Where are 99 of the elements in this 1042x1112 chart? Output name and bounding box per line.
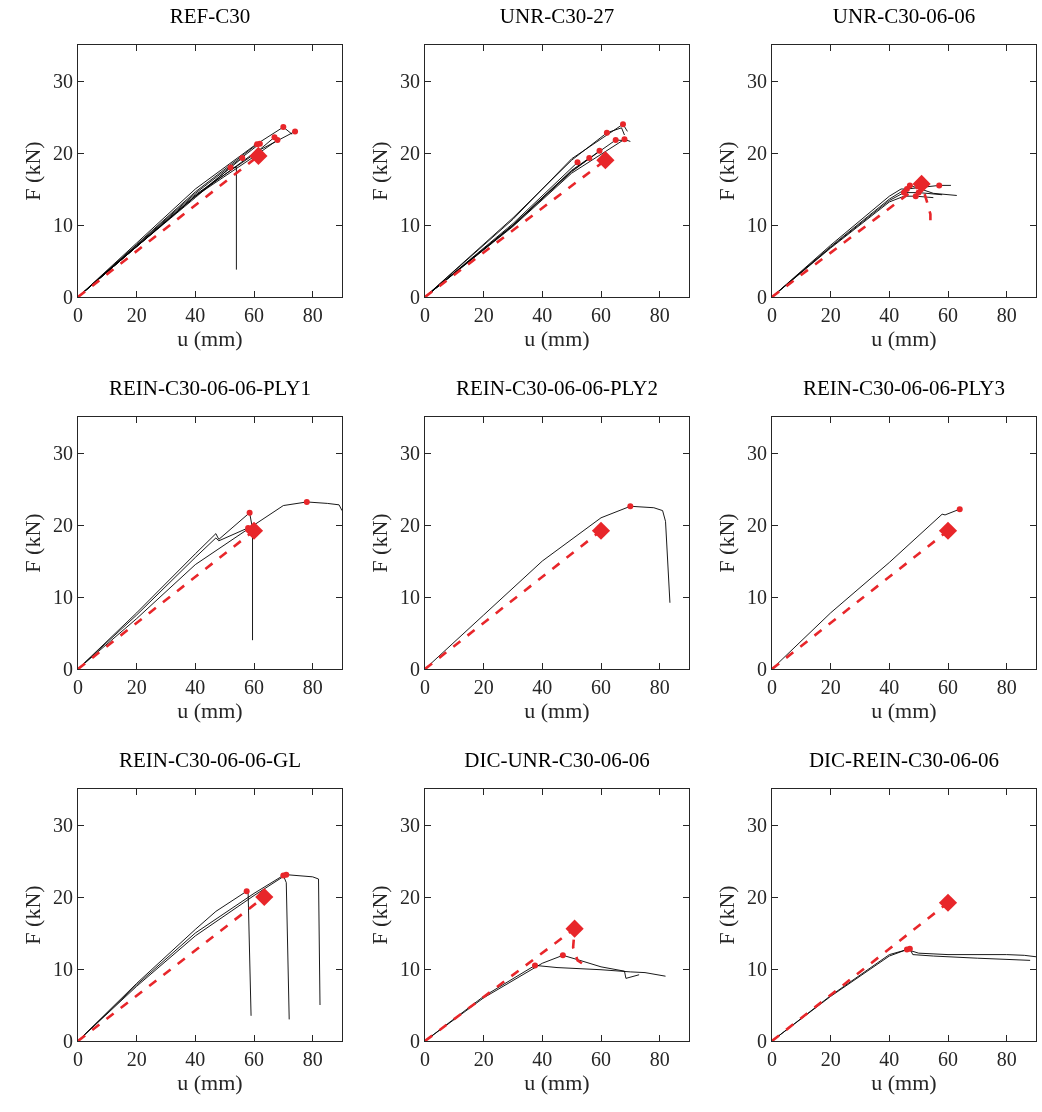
x-tick-label: 80 <box>649 676 670 698</box>
x-tick-label: 40 <box>879 304 900 326</box>
y-tick-label: 10 <box>400 214 420 236</box>
x-axis-title: u (mm) <box>524 1070 590 1095</box>
x-tick-label: 60 <box>938 676 958 698</box>
y-tick-label: 30 <box>747 814 767 836</box>
y-tick-label: 10 <box>53 214 73 236</box>
x-tick-label: 60 <box>244 304 264 326</box>
y-tick-label: 10 <box>747 214 767 236</box>
y-tick-label: 30 <box>400 70 420 92</box>
x-tick-label: 60 <box>938 304 958 326</box>
y-axis-title: F (kN) <box>713 885 739 945</box>
y-tick-label: 0 <box>757 1030 767 1052</box>
x-tick-label: 20 <box>473 1048 494 1070</box>
x-axis-title: u (mm) <box>871 698 937 723</box>
y-tick-label: 20 <box>400 514 420 536</box>
x-tick-label: 20 <box>126 304 147 326</box>
x-tick-label: 20 <box>126 676 147 698</box>
y-tick-label: 10 <box>53 958 73 980</box>
chart-title: REIN-C30-06-06-PLY3 <box>802 375 1006 400</box>
y-tick-label: 0 <box>63 286 73 308</box>
chart-title: DIC-REIN-C30-06-06 <box>808 747 1000 772</box>
y-tick-label: 30 <box>53 814 73 836</box>
y-tick-label: 30 <box>53 70 73 92</box>
x-tick-label: 80 <box>302 1048 323 1070</box>
y-axis-title: F (kN) <box>19 513 45 573</box>
y-tick-label: 20 <box>747 886 767 908</box>
x-tick-label: 40 <box>185 676 206 698</box>
x-tick-label: 40 <box>879 676 900 698</box>
x-tick-label: 80 <box>302 304 323 326</box>
x-tick-label: 40 <box>185 304 206 326</box>
y-tick-label: 30 <box>747 442 767 464</box>
chart-title: REIN-C30-06-06-PLY1 <box>108 375 312 400</box>
x-tick-label: 20 <box>820 1048 841 1070</box>
chart-title: REIN-C30-06-06-GL <box>119 747 301 772</box>
y-tick-label: 20 <box>400 142 420 164</box>
y-tick-label: 0 <box>410 658 420 680</box>
x-tick-label: 60 <box>591 304 611 326</box>
y-tick-label: 10 <box>400 586 420 608</box>
y-tick-label: 10 <box>400 958 420 980</box>
y-tick-label: 30 <box>747 70 767 92</box>
x-tick-label: 60 <box>244 1048 264 1070</box>
x-axis-title: u (mm) <box>871 326 937 351</box>
y-tick-label: 10 <box>747 958 767 980</box>
y-tick-label: 20 <box>53 886 73 908</box>
chart-title: UNR-C30-27 <box>499 3 615 28</box>
y-tick-label: 20 <box>400 886 420 908</box>
x-axis-title: u (mm) <box>177 1070 243 1095</box>
y-axis-title: F (kN) <box>713 141 739 201</box>
y-tick-label: 20 <box>53 514 73 536</box>
x-tick-label: 60 <box>244 676 264 698</box>
x-tick-label: 40 <box>532 676 553 698</box>
y-axis-title: F (kN) <box>19 141 45 201</box>
x-tick-label: 80 <box>996 304 1017 326</box>
y-axis-title: F (kN) <box>366 513 392 573</box>
y-tick-label: 0 <box>63 658 73 680</box>
x-tick-label: 20 <box>473 676 494 698</box>
x-tick-label: 40 <box>532 1048 553 1070</box>
y-tick-label: 20 <box>747 514 767 536</box>
x-tick-label: 40 <box>185 1048 206 1070</box>
y-tick-label: 20 <box>53 142 73 164</box>
chart-title: REF-C30 <box>169 3 251 28</box>
x-tick-label: 40 <box>532 304 553 326</box>
y-tick-label: 0 <box>757 286 767 308</box>
x-axis-title: u (mm) <box>177 326 243 351</box>
x-tick-label: 80 <box>649 1048 670 1070</box>
x-tick-label: 80 <box>996 676 1017 698</box>
y-tick-label: 10 <box>53 586 73 608</box>
x-tick-label: 20 <box>473 304 494 326</box>
x-axis-title: u (mm) <box>871 1070 937 1095</box>
x-tick-label: 60 <box>591 676 611 698</box>
y-axis-title: F (kN) <box>713 513 739 573</box>
x-axis-title: u (mm) <box>177 698 243 723</box>
x-tick-label: 60 <box>591 1048 611 1070</box>
y-tick-label: 0 <box>410 1030 420 1052</box>
y-tick-label: 20 <box>747 142 767 164</box>
x-tick-label: 40 <box>879 1048 900 1070</box>
x-tick-label: 20 <box>820 676 841 698</box>
x-axis-title: u (mm) <box>524 698 590 723</box>
x-axis-title: u (mm) <box>524 326 590 351</box>
y-axis-title: F (kN) <box>366 141 392 201</box>
chart-title: REIN-C30-06-06-PLY2 <box>455 375 659 400</box>
chart-title: DIC-UNR-C30-06-06 <box>464 747 650 772</box>
y-tick-label: 0 <box>63 1030 73 1052</box>
y-tick-label: 30 <box>400 442 420 464</box>
chart-title: UNR-C30-06-06 <box>832 3 976 28</box>
x-tick-label: 60 <box>938 1048 958 1070</box>
x-tick-label: 80 <box>302 676 323 698</box>
x-tick-label: 20 <box>820 304 841 326</box>
x-tick-label: 20 <box>126 1048 147 1070</box>
y-tick-label: 30 <box>53 442 73 464</box>
y-tick-label: 0 <box>757 658 767 680</box>
x-tick-label: 80 <box>649 304 670 326</box>
y-axis-title: F (kN) <box>366 885 392 945</box>
y-tick-label: 30 <box>400 814 420 836</box>
x-tick-label: 80 <box>996 1048 1017 1070</box>
y-tick-label: 10 <box>747 586 767 608</box>
y-axis-title: F (kN) <box>19 885 45 945</box>
y-tick-label: 0 <box>410 286 420 308</box>
